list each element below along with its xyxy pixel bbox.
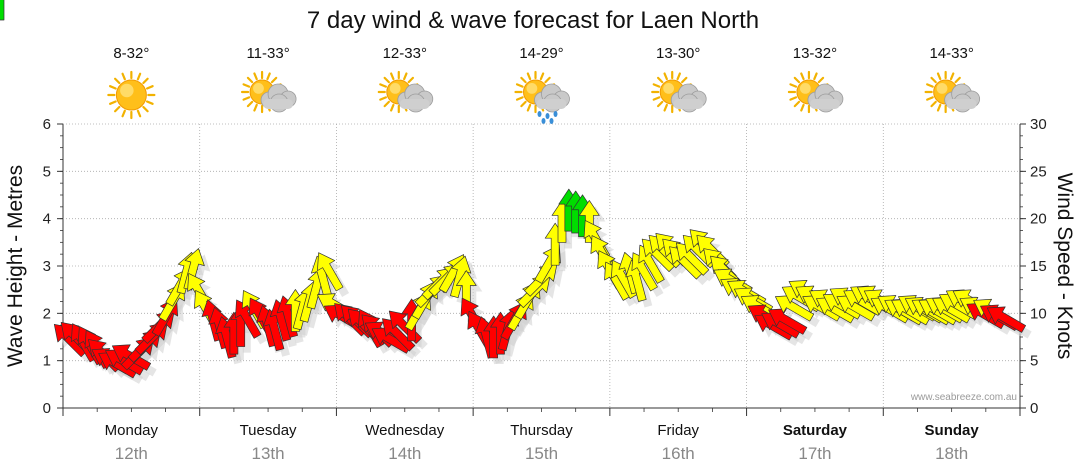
left-tick-label: 0 (43, 400, 51, 417)
partly-cloudy-icon (651, 70, 707, 114)
right-tick-label: 20 (1030, 211, 1047, 228)
weather-row: 8-32° 11-33° 12-33° 14-29° 13-30° 13-32° 14-33… (107, 45, 981, 124)
day-label: Thursday (510, 422, 573, 439)
chart-title: 7 day wind & wave forecast for Laen Nort… (307, 7, 759, 34)
date-label: 13th (252, 444, 285, 463)
wind-arrow (0, 0, 5, 21)
temp-range: 11-33° (246, 45, 289, 62)
wind-arrows (0, 0, 1032, 384)
date-label: 16th (662, 444, 695, 463)
day-label: Tuesday (240, 422, 297, 439)
date-label: 17th (798, 444, 831, 463)
temp-range: 14-29° (519, 45, 563, 62)
partly-cloudy-icon (787, 70, 844, 114)
left-tick-label: 6 (43, 116, 51, 133)
credit-text: www.seabreeze.com.au (910, 392, 1017, 403)
wind-arrow (450, 255, 472, 299)
sunny-icon (107, 70, 156, 120)
temp-range: 14-33° (929, 45, 973, 62)
partly-cloudy-icon (924, 70, 981, 114)
temp-range: 13-32° (793, 45, 837, 62)
right-tick-label: 5 (1030, 353, 1038, 370)
partly-cloudy-icon (240, 70, 297, 114)
wind-arrow (317, 252, 344, 292)
day-label: Monday (105, 422, 159, 439)
right-tick-label: 0 (1030, 400, 1038, 417)
right-tick-label: 10 (1030, 305, 1047, 322)
date-label: 12th (115, 444, 148, 463)
left-axis-title: Wave Height - Metres (4, 165, 27, 367)
temp-range: 8-32° (113, 45, 149, 62)
left-tick-label: 2 (43, 305, 51, 322)
showers-icon (514, 70, 570, 124)
left-tick-label: 1 (43, 353, 51, 370)
left-axis: 0 1 2 3 4 5 6 (43, 116, 63, 417)
date-label: 15th (525, 444, 558, 463)
left-tick-label: 4 (43, 211, 51, 228)
date-label: 14th (388, 444, 421, 463)
temp-range: 13-30° (656, 45, 700, 62)
temp-range: 12-33° (383, 45, 427, 62)
right-axis: 0 5 10 15 20 25 30 (1020, 116, 1047, 417)
x-axis: Monday 12th Tuesday 13th Wednesday 14th Thursd… (62, 408, 1021, 463)
wind-arrow (768, 308, 808, 335)
right-tick-label: 15 (1030, 258, 1047, 275)
right-tick-label: 25 (1030, 163, 1047, 180)
right-tick-label: 30 (1030, 116, 1047, 133)
wind-arrow (578, 200, 600, 243)
partly-cloudy-icon (377, 70, 434, 114)
wind-arrow (986, 306, 1026, 333)
left-tick-label: 5 (43, 163, 51, 180)
date-label: 18th (935, 444, 968, 463)
day-label: Sunday (925, 422, 980, 439)
day-label: Friday (657, 422, 699, 439)
day-label: Wednesday (365, 422, 444, 439)
right-axis-title: Wind Speed - Knots (1053, 173, 1076, 360)
day-label: Saturday (783, 422, 848, 439)
left-tick-label: 3 (43, 258, 51, 275)
